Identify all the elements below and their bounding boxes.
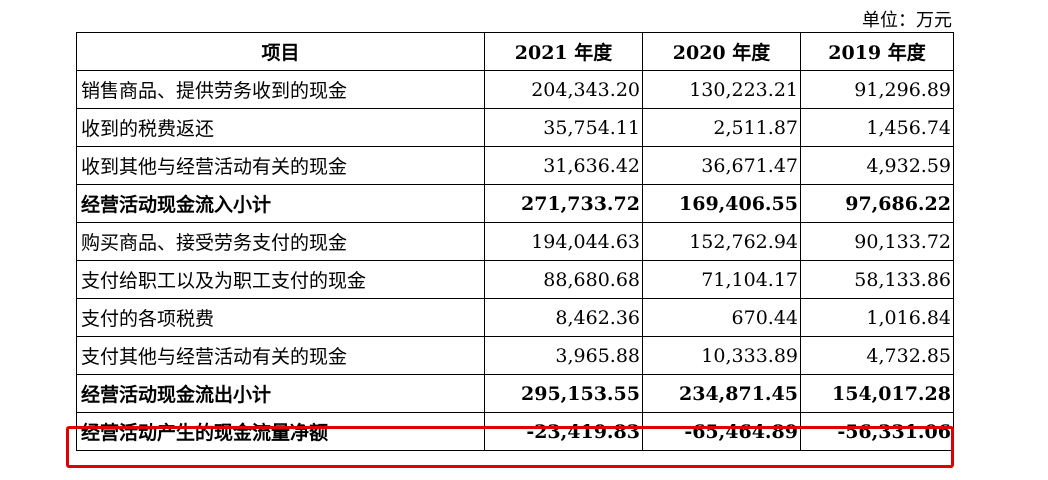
cell-2020: 10,333.89 (642, 336, 801, 375)
cell-2020: 2,511.87 (642, 108, 801, 147)
cell-2019: 1,456.74 (800, 108, 954, 147)
cell-2020: 36,671.47 (642, 146, 801, 185)
cell-2019: 4,732.85 (800, 336, 954, 375)
header-2019: 2019 年度 (800, 32, 954, 71)
red-highlight-box (66, 426, 954, 468)
cell-2021: 88,680.68 (484, 260, 643, 299)
header-2021: 2021 年度 (484, 32, 643, 71)
table-row: 支付的各项税费 8,462.36 670.44 1,016.84 (76, 298, 954, 337)
header-2020: 2020 年度 (642, 32, 801, 71)
cell-2021: 271,733.72 (484, 184, 643, 223)
row-label: 支付其他与经营活动有关的现金 (76, 336, 485, 375)
table-row: 支付其他与经营活动有关的现金 3,965.88 10,333.89 4,732.… (76, 336, 954, 375)
subtotal-row-inflow: 经营活动现金流入小计 271,733.72 169,406.55 97,686.… (76, 184, 954, 223)
table-header-row: 项目 2021 年度 2020 年度 2019 年度 (76, 32, 954, 71)
cash-flow-table: 项目 2021 年度 2020 年度 2019 年度 销售商品、提供劳务收到的现… (76, 32, 954, 451)
table-row: 收到其他与经营活动有关的现金 31,636.42 36,671.47 4,932… (76, 146, 954, 185)
cell-2021: 35,754.11 (484, 108, 643, 147)
cell-2020: 152,762.94 (642, 222, 801, 261)
cell-2019: 90,133.72 (800, 222, 954, 261)
row-label: 收到其他与经营活动有关的现金 (76, 146, 485, 185)
cell-2021: 8,462.36 (484, 298, 643, 337)
header-item: 项目 (76, 32, 485, 71)
cell-2019: 58,133.86 (800, 260, 954, 299)
table-row: 收到的税费返还 35,754.11 2,511.87 1,456.74 (76, 108, 954, 147)
row-label: 购买商品、接受劳务支付的现金 (76, 222, 485, 261)
cell-2020: 169,406.55 (642, 184, 801, 223)
cell-2020: 670.44 (642, 298, 801, 337)
cell-2020: 71,104.17 (642, 260, 801, 299)
row-label: 支付的各项税费 (76, 298, 485, 337)
table-row: 销售商品、提供劳务收到的现金 204,343.20 130,223.21 91,… (76, 70, 954, 109)
cell-2021: 295,153.55 (484, 374, 643, 413)
row-label: 支付给职工以及为职工支付的现金 (76, 260, 485, 299)
cell-2021: 3,965.88 (484, 336, 643, 375)
cell-2019: 1,016.84 (800, 298, 954, 337)
cell-2021: 194,044.63 (484, 222, 643, 261)
subtotal-row-outflow: 经营活动现金流出小计 295,153.55 234,871.45 154,017… (76, 374, 954, 413)
row-label: 销售商品、提供劳务收到的现金 (76, 70, 485, 109)
unit-label: 单位：万元 (862, 10, 952, 31)
cell-2019: 97,686.22 (800, 184, 954, 223)
row-label: 收到的税费返还 (76, 108, 485, 147)
table-row: 支付给职工以及为职工支付的现金 88,680.68 71,104.17 58,1… (76, 260, 954, 299)
cell-2021: 204,343.20 (484, 70, 643, 109)
cell-2019: 4,932.59 (800, 146, 954, 185)
cell-2019: 91,296.89 (800, 70, 954, 109)
row-label: 经营活动现金流入小计 (76, 184, 485, 223)
table-row: 购买商品、接受劳务支付的现金 194,044.63 152,762.94 90,… (76, 222, 954, 261)
cell-2021: 31,636.42 (484, 146, 643, 185)
cell-2020: 234,871.45 (642, 374, 801, 413)
cell-2020: 130,223.21 (642, 70, 801, 109)
row-label: 经营活动现金流出小计 (76, 374, 485, 413)
cell-2019: 154,017.28 (800, 374, 954, 413)
